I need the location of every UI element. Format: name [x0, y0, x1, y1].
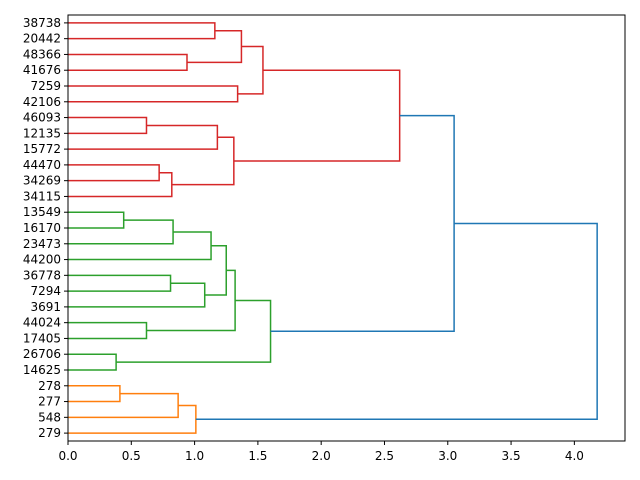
leaf-label: 23473: [23, 237, 61, 251]
leaf-label: 48366: [23, 47, 61, 61]
link-g1: [68, 211, 125, 229]
leaf-label: 548: [38, 410, 61, 424]
leaf-label: 34115: [23, 189, 61, 203]
leaf-label: 44200: [23, 253, 61, 267]
leaf-label: 277: [38, 395, 61, 409]
link-r11: [233, 69, 401, 162]
leaf-label: 46093: [23, 111, 61, 125]
link-r6: [68, 116, 148, 135]
link-o3: [68, 404, 197, 434]
link-r10: [171, 136, 235, 186]
x-tick-label: 0.0: [58, 449, 77, 463]
leaf-label: 7259: [30, 79, 61, 93]
link-g3: [68, 231, 212, 261]
link-r1: [68, 22, 216, 40]
link-r4: [68, 85, 239, 103]
leaf-label: 41676: [23, 63, 61, 77]
x-tick-label: 2.0: [312, 449, 331, 463]
link-b1: [270, 114, 455, 333]
link-b2: [195, 222, 598, 421]
leaf-label: 34269: [23, 174, 61, 188]
link-r7: [68, 124, 219, 150]
leaf-label: 38738: [23, 16, 61, 30]
link-r8: [68, 164, 160, 182]
link-g8: [146, 269, 236, 332]
link-g9: [68, 353, 117, 371]
leaf-label: 42106: [23, 95, 61, 109]
x-axis: 0.0 0.5 1.0 1.5 2.0 2.5 3.0 3.5 4.0: [58, 441, 584, 463]
x-tick-label: 0.5: [122, 449, 141, 463]
leaf-label: 279: [38, 426, 61, 440]
link-r9: [68, 172, 173, 198]
leaf-label: 44470: [23, 158, 61, 172]
link-g10: [116, 299, 272, 363]
leaf-label: 15772: [23, 142, 61, 156]
leaf-label: 26706: [23, 347, 61, 361]
x-tick-label: 1.5: [248, 449, 267, 463]
x-tick-label: 3.5: [502, 449, 521, 463]
link-o1: [68, 385, 121, 403]
leaf-label: 13549: [23, 205, 61, 219]
x-tick-label: 3.0: [438, 449, 457, 463]
dendrogram-links: [68, 22, 598, 434]
x-tick-label: 4.0: [565, 449, 584, 463]
link-g6: [204, 245, 227, 296]
leaf-label: 278: [38, 379, 61, 393]
link-g4: [68, 274, 172, 292]
leaf-label: 16170: [23, 221, 61, 235]
leaf-label: 14625: [23, 363, 61, 377]
link-r2: [68, 53, 188, 71]
plot-frame: [67, 14, 626, 442]
x-tick-label: 2.5: [375, 449, 394, 463]
link-o2: [68, 392, 179, 419]
leaf-label: 17405: [23, 331, 61, 345]
leaf-label: 7294: [30, 284, 61, 298]
link-g2: [68, 219, 174, 245]
leaf-label: 44024: [23, 316, 61, 330]
leaf-label: 36778: [23, 268, 61, 282]
leaf-label: 20442: [23, 32, 61, 46]
x-tick-label: 1.0: [185, 449, 204, 463]
link-g7: [68, 321, 148, 340]
leaf-label: 12135: [23, 126, 61, 140]
link-g5: [68, 282, 206, 308]
leaf-label: 3691: [30, 300, 61, 314]
